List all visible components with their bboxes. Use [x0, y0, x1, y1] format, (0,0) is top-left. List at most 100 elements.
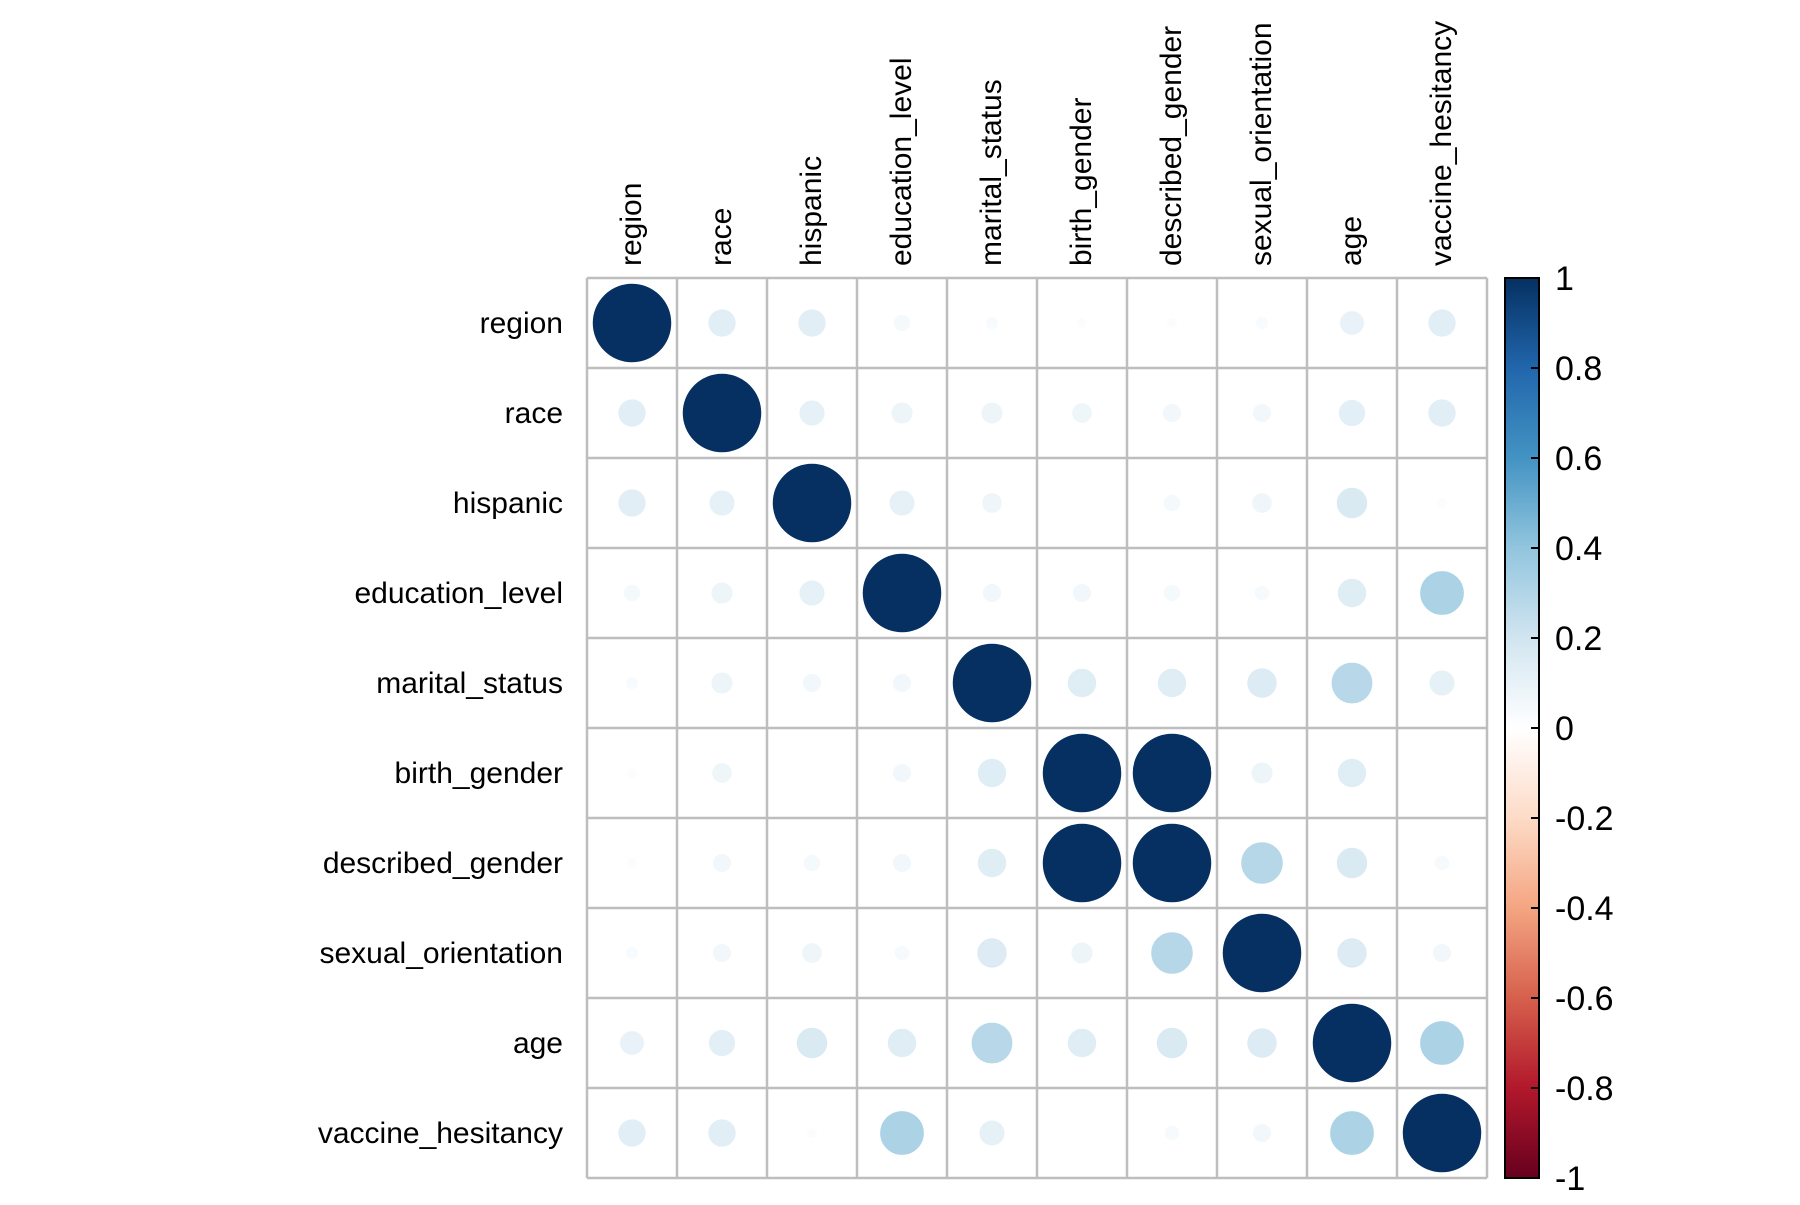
corr-circle-race-age	[1337, 398, 1367, 428]
corr-circle-region-described_gender	[1165, 316, 1179, 330]
corr-circle-described_gender-education_level	[891, 852, 913, 874]
row-label-sexual_orientation: sexual_orientation	[319, 937, 563, 970]
column-labels: region race hispanic education_level marital…	[615, 21, 1458, 266]
corr-circle-education_level-birth_gender	[1071, 582, 1093, 604]
corr-circle-hispanic-age	[1335, 486, 1369, 520]
corr-circle-birth_gender-marital_status	[976, 757, 1008, 789]
cell-hispanic-birth_gender	[1037, 458, 1127, 548]
corr-circle-region-race	[706, 307, 738, 339]
column-label-sexual_orientation: sexual_orientation	[1245, 22, 1278, 266]
corr-circle-sexual_orientation-marital_status	[975, 936, 1009, 970]
corr-circle-race-sexual_orientation	[1251, 402, 1273, 424]
corr-circle-marital_status-sexual_orientation	[1245, 666, 1279, 700]
colorbar-tick-label: 0.4	[1555, 530, 1602, 568]
row-label-marital_status: marital_status	[376, 667, 563, 700]
column-label-education_level: education_level	[885, 58, 918, 267]
column-label-race: race	[705, 208, 738, 266]
corr-circle-age-region	[618, 1029, 646, 1057]
corr-circle-age-described_gender	[1155, 1026, 1189, 1060]
corr-circle-sexual_orientation-vaccine_hesitancy	[1431, 942, 1453, 964]
corr-circle-hispanic-marital_status	[980, 491, 1004, 515]
corr-circle-birth_gender-described_gender	[1131, 732, 1213, 814]
corr-circle-region-sexual_orientation	[1254, 315, 1270, 331]
corr-circle-race-marital_status	[979, 400, 1005, 426]
colorbar-tick-label: 0.6	[1555, 440, 1602, 478]
corr-circle-marital_status-education_level	[891, 672, 913, 694]
corr-circle-described_gender-hispanic	[802, 853, 822, 873]
cell-birth_gender-vaccine_hesitancy	[1397, 728, 1487, 818]
column-label-age: age	[1335, 216, 1368, 266]
corr-circle-vaccine_hesitancy-region	[616, 1117, 648, 1149]
corr-circle-birth_gender-race	[710, 761, 734, 785]
corr-circle-marital_status-marital_status	[951, 642, 1033, 724]
corr-circle-race-region	[616, 397, 648, 429]
corr-circle-sexual_orientation-hispanic	[800, 941, 824, 965]
corr-circle-education_level-sexual_orientation	[1253, 584, 1271, 602]
corr-circle-education_level-hispanic	[797, 578, 827, 608]
corr-circle-education_level-education_level	[861, 552, 943, 634]
corr-circle-education_level-region	[622, 583, 642, 603]
column-label-birth_gender: birth_gender	[1065, 98, 1098, 266]
corr-circle-age-hispanic	[795, 1026, 829, 1060]
corr-circle-hispanic-race	[707, 488, 737, 518]
corr-circle-sexual_orientation-sexual_orientation	[1221, 912, 1303, 994]
corr-circle-hispanic-hispanic	[771, 462, 853, 544]
corr-circle-vaccine_hesitancy-marital_status	[977, 1118, 1007, 1148]
row-labels: region race hispanic education_levelmarital…	[318, 307, 563, 1150]
corr-circle-marital_status-race	[709, 670, 735, 696]
corr-circle-marital_status-region	[624, 675, 640, 691]
corr-circle-vaccine_hesitancy-age	[1328, 1109, 1376, 1157]
corr-circle-race-hispanic	[797, 398, 827, 428]
colorbar-tick-label: -0.4	[1555, 890, 1614, 928]
column-label-hispanic: hispanic	[795, 156, 828, 266]
corr-circle-birth_gender-age	[1336, 757, 1368, 789]
corr-circle-race-vaccine_hesitancy	[1426, 397, 1458, 429]
row-label-region: region	[480, 307, 563, 340]
corr-circle-education_level-described_gender	[1162, 583, 1182, 603]
corr-circle-hispanic-described_gender	[1162, 493, 1182, 513]
cell-birth_gender-hispanic	[767, 728, 857, 818]
corr-circle-race-race	[681, 372, 763, 454]
corr-circle-vaccine_hesitancy-hispanic	[805, 1126, 819, 1140]
corr-circle-sexual_orientation-age	[1335, 936, 1369, 970]
corr-circle-education_level-vaccine_hesitancy	[1418, 569, 1466, 617]
corr-circle-described_gender-described_gender	[1131, 822, 1213, 904]
corr-circle-age-birth_gender	[1066, 1027, 1098, 1059]
corr-circle-vaccine_hesitancy-race	[706, 1117, 738, 1149]
corr-circle-marital_status-described_gender	[1156, 667, 1188, 699]
column-label-described_gender: described_gender	[1155, 26, 1188, 266]
corr-circle-marital_status-vaccine_hesitancy	[1427, 668, 1457, 698]
corr-circle-region-age	[1338, 309, 1366, 337]
corr-circle-age-race	[707, 1028, 737, 1058]
corr-circle-birth_gender-sexual_orientation	[1249, 760, 1275, 786]
row-label-education_level: education_level	[355, 577, 564, 610]
corr-circle-sexual_orientation-described_gender	[1149, 930, 1195, 976]
corr-circle-hispanic-region	[616, 487, 648, 519]
corr-circle-sexual_orientation-race	[711, 942, 733, 964]
corr-circle-region-vaccine_hesitancy	[1426, 307, 1458, 339]
row-label-race: race	[505, 397, 563, 430]
colorbar-tick-label: -0.6	[1555, 980, 1614, 1018]
corr-circle-described_gender-age	[1335, 846, 1369, 880]
corr-circle-vaccine_hesitancy-vaccine_hesitancy	[1401, 1092, 1483, 1174]
colorbar-tick-label: -0.8	[1555, 1070, 1614, 1108]
matrix-grid	[585, 276, 1489, 1180]
row-label-vaccine_hesitancy: vaccine_hesitancy	[318, 1117, 563, 1150]
corr-circle-education_level-age	[1336, 577, 1368, 609]
corr-circle-age-vaccine_hesitancy	[1418, 1019, 1466, 1067]
colorbar-tick-label: 0.2	[1555, 620, 1602, 658]
corr-circle-region-birth_gender	[1075, 316, 1089, 330]
corr-circle-sexual_orientation-region	[624, 945, 640, 961]
corr-circle-birth_gender-birth_gender	[1041, 732, 1123, 814]
corr-circle-region-hispanic	[796, 307, 828, 339]
colorbar-tick-label: -0.2	[1555, 800, 1614, 838]
colorbar-tick-label: -1	[1555, 1160, 1585, 1198]
corr-circle-described_gender-birth_gender	[1041, 822, 1123, 904]
row-label-hispanic: hispanic	[453, 487, 563, 520]
corr-circle-described_gender-vaccine_hesitancy	[1433, 854, 1451, 872]
corr-circle-age-age	[1311, 1002, 1393, 1084]
corr-circle-marital_status-hispanic	[801, 672, 823, 694]
colorbar-tick-label: 0	[1555, 710, 1574, 748]
